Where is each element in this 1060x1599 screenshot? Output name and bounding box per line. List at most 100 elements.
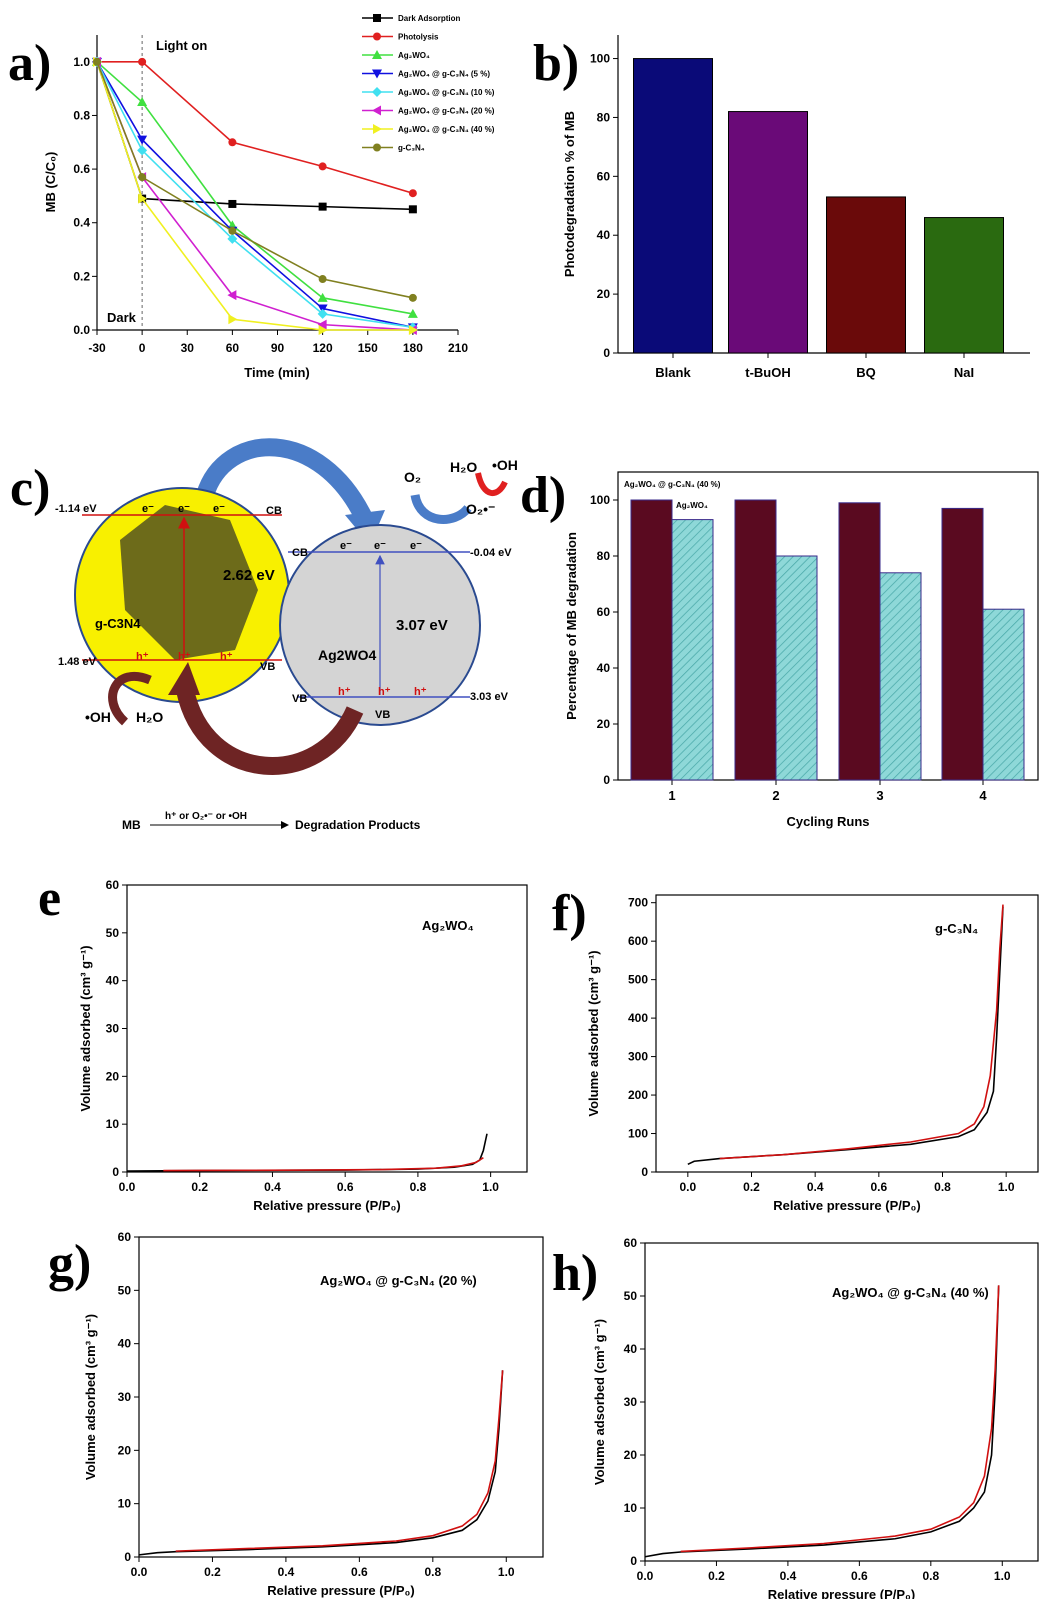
y-tick-label: 600	[628, 934, 648, 948]
bar-ag2wo4	[879, 572, 922, 781]
right-gap-value: 3.07 eV	[396, 617, 448, 634]
y-tick-label: 60	[597, 169, 611, 183]
x-tick-label: 0.8	[934, 1180, 951, 1194]
left-vb-energy: 1.48 eV	[58, 656, 97, 668]
y-tick-label: 10	[106, 1117, 120, 1131]
x-tick-label: 1.0	[994, 1569, 1011, 1583]
x-tick-label: 0.4	[807, 1180, 824, 1194]
y-tick-label: 50	[624, 1289, 638, 1303]
panel-label-b: b)	[533, 35, 579, 92]
x-tick-label: 30	[181, 341, 195, 355]
y-tick-label: 50	[106, 926, 120, 940]
oh-label-right: •OH	[492, 457, 518, 473]
data-point	[227, 233, 238, 244]
bar	[826, 196, 906, 354]
y-tick-label: 300	[628, 1050, 648, 1064]
data-point	[372, 50, 382, 59]
legend-label: Ag₂WO₄	[398, 51, 430, 60]
right-cb-energy: -0.04 eV	[470, 547, 512, 559]
data-point	[138, 57, 147, 66]
x-tick-label: 0.2	[743, 1180, 760, 1194]
superoxide-label: O₂•⁻	[466, 501, 495, 517]
x-tick-label: 0.4	[780, 1569, 797, 1583]
scheme-arrow-label: h⁺ or O₂•⁻ or •OH	[165, 811, 247, 822]
data-point	[318, 325, 328, 335]
legend-label: Ag₂WO₄ @ g-C₃N₄ (10 %)	[398, 88, 495, 97]
plot-frame	[617, 471, 1039, 781]
right-vb-energy: 3.03 eV	[470, 691, 509, 703]
y-tick-label: 30	[624, 1395, 638, 1409]
x-tick-label: 1	[668, 788, 675, 803]
y-tick-label: 0.8	[73, 108, 90, 122]
y-axis-label: Percentage of MB degradation	[564, 532, 579, 720]
panel-label-e: e	[38, 870, 61, 927]
electron-4: e⁻	[340, 540, 352, 552]
curved-arrow-bottom	[176, 687, 364, 775]
panel-label-f: f)	[552, 885, 587, 942]
y-tick-label: 60	[597, 605, 611, 619]
y-tick-label: 400	[628, 1011, 648, 1025]
x-tick-label: 1.0	[482, 1180, 499, 1194]
left-cb-label: CB	[266, 505, 282, 517]
bar	[924, 217, 1004, 354]
electron-2: e⁻	[178, 503, 190, 515]
x-tick-label: 0	[139, 341, 146, 355]
right-vb-label-bottom: VB	[375, 709, 390, 721]
panel-label-d: d)	[520, 467, 566, 524]
plot-frame	[655, 894, 1039, 1173]
chart-g-isotherm: 0 10 20 30 40 50 60 0.0 0.2 0.4 0.6 0.8 1.0 Relative …	[83, 1230, 544, 1598]
data-point	[227, 290, 237, 301]
arrowhead-bottom	[168, 662, 200, 695]
data-point	[373, 124, 382, 134]
x-axis-label: Relative pressure (P/P₀)	[773, 1198, 920, 1213]
x-tick-label: 150	[358, 341, 378, 355]
data-point	[317, 308, 328, 319]
y-tick-label: 700	[628, 896, 648, 910]
data-point	[373, 143, 381, 152]
chart-f-isotherm: 0 100 200 300 400 500 600 700 0.0 0.2 0.4 0.6 0.8 1.0…	[586, 894, 1039, 1213]
x-tick-label: 0.2	[204, 1565, 221, 1579]
isotherm-branch	[163, 1156, 484, 1172]
isotherm-branch	[126, 1133, 488, 1172]
data-point	[408, 205, 417, 214]
h2o-label-left: H₂O	[136, 709, 163, 725]
x-tick-label: 0.0	[637, 1569, 654, 1583]
x-tick-label: 0.8	[410, 1180, 427, 1194]
data-point	[408, 293, 417, 302]
chart-a-degradation: 0.0 0.2 0.4 0.6 0.8 1.0 -30 0 30 60 90 120 150 180 210…	[43, 14, 495, 380]
legend-label-ag2wo4: Ag₂WO₄	[676, 501, 708, 510]
legend-label-composite: Ag₂WO₄ @ g-C₃N₄ (40 %)	[624, 480, 721, 489]
right-vb-label-left: VB	[292, 693, 307, 705]
bar	[728, 111, 808, 354]
curved-arrow-top	[196, 438, 374, 524]
right-material-name: Ag2WO4	[318, 647, 377, 663]
y-tick-label: 40	[597, 228, 611, 242]
left-gap-value: 2.62 eV	[223, 567, 275, 584]
y-tick-label: 20	[118, 1443, 132, 1457]
y-tick-label: 100	[590, 493, 610, 507]
electron-5: e⁻	[374, 540, 386, 552]
x-tick-label: 0.6	[337, 1180, 354, 1194]
y-axis-label: Volume adsorbed (cm³ g⁻¹)	[78, 945, 93, 1111]
y-tick-label: 30	[106, 1022, 120, 1036]
y-tick-label: 0	[603, 773, 610, 787]
left-vb-label: VB	[260, 661, 275, 673]
sample-label: Ag₂WO₄	[422, 918, 474, 933]
y-tick-label: 0	[630, 1554, 637, 1568]
bar-ag2wo4	[775, 555, 818, 781]
data-point	[317, 292, 328, 302]
hole-1: h⁺	[136, 651, 149, 663]
x-tick-label: 180	[403, 341, 423, 355]
x-tick-label: 0.0	[119, 1180, 136, 1194]
sample-label: Ag₂WO₄ @ g-C₃N₄ (20 %)	[320, 1273, 477, 1288]
series-line	[96, 61, 414, 315]
hole-2: h⁺	[178, 651, 191, 663]
x-tick-label: 0.8	[922, 1569, 939, 1583]
y-tick-label: 40	[624, 1342, 638, 1356]
data-point	[228, 138, 237, 147]
x-tick-label: 0.0	[131, 1565, 148, 1579]
y-tick-label: 20	[597, 717, 611, 731]
x-tick-label: 0.4	[264, 1180, 281, 1194]
bar-composite	[941, 507, 984, 781]
sample-label: Ag₂WO₄ @ g-C₃N₄ (40 %)	[832, 1285, 989, 1300]
